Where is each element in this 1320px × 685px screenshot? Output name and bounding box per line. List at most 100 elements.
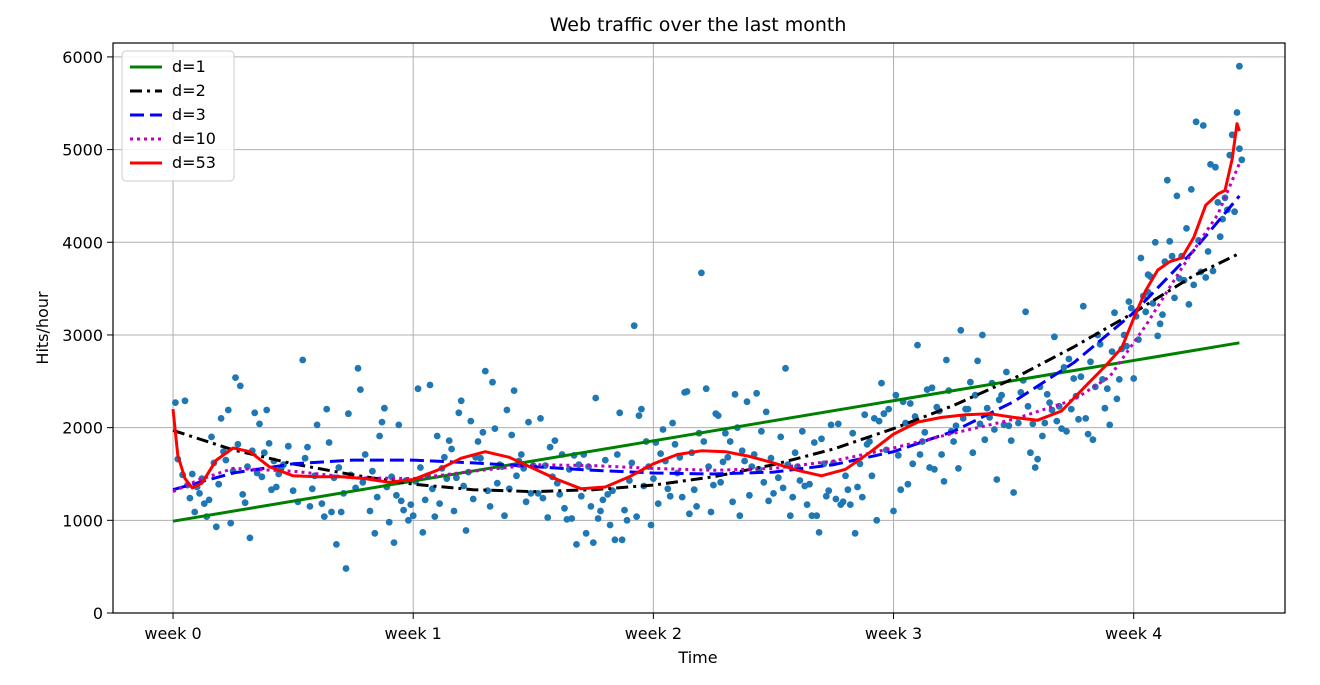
scatter-point bbox=[260, 449, 268, 457]
scatter-point bbox=[846, 501, 854, 508]
legend-entry-label: d=53 bbox=[172, 153, 216, 172]
scatter-point bbox=[1183, 225, 1190, 232]
series-line-d3 bbox=[172, 194, 1241, 492]
scatter-point bbox=[866, 438, 873, 445]
scatter-point bbox=[993, 476, 1001, 483]
scatter-point bbox=[902, 419, 909, 427]
series-line-d2 bbox=[172, 252, 1241, 494]
scatter-point bbox=[1103, 385, 1111, 393]
scatter-point bbox=[604, 491, 612, 498]
scatter-point bbox=[991, 426, 998, 433]
scatter-point bbox=[369, 467, 376, 475]
scatter-point bbox=[678, 493, 686, 501]
scatter-point bbox=[967, 378, 974, 386]
scatter-point bbox=[335, 464, 343, 471]
scatter-point bbox=[890, 507, 897, 515]
scatter-point bbox=[181, 397, 189, 405]
scatter-point bbox=[702, 385, 710, 393]
scatter-point bbox=[318, 500, 326, 507]
scatter-point bbox=[1087, 358, 1094, 366]
scatter-point bbox=[246, 534, 254, 542]
y-axis-label: Hits/hour bbox=[33, 291, 52, 365]
scatter-point bbox=[786, 512, 794, 520]
scatter-point bbox=[582, 529, 590, 537]
scatter-point bbox=[690, 486, 698, 494]
scatter-point bbox=[719, 458, 727, 466]
chart-title: Web traffic over the last month bbox=[550, 14, 847, 36]
scatter-point bbox=[525, 418, 532, 426]
scatter-point bbox=[551, 437, 559, 444]
scatter-point bbox=[710, 481, 717, 489]
scatter-point bbox=[664, 485, 672, 493]
scatter-point bbox=[854, 483, 861, 491]
scatter-point bbox=[796, 477, 804, 484]
x-tick-label: week 3 bbox=[865, 624, 922, 643]
scatter-point bbox=[1166, 237, 1174, 245]
scatter-point bbox=[858, 493, 866, 501]
scatter-point bbox=[239, 491, 247, 498]
scatter-point bbox=[981, 436, 989, 444]
scatter-point bbox=[323, 405, 331, 413]
scatter-point bbox=[467, 417, 475, 425]
scatter-point bbox=[1041, 419, 1049, 427]
scatter-point bbox=[1082, 415, 1090, 422]
scatter-point bbox=[818, 435, 825, 443]
scatter-point bbox=[501, 512, 508, 520]
scatter-point bbox=[1173, 192, 1181, 200]
x-tick-label: week 4 bbox=[1105, 624, 1162, 643]
legend-box bbox=[121, 50, 235, 182]
scatter-point bbox=[669, 419, 676, 427]
scatter-point bbox=[1216, 233, 1224, 241]
scatter-point bbox=[726, 438, 734, 445]
scatter-point bbox=[952, 422, 960, 430]
scatter-point bbox=[666, 492, 674, 500]
scatter-point bbox=[306, 503, 314, 510]
scatter-point bbox=[205, 496, 213, 504]
scatter-point bbox=[683, 388, 691, 395]
scatter-point bbox=[253, 469, 261, 477]
scatter-point bbox=[493, 479, 501, 487]
scatter-point bbox=[513, 472, 520, 480]
scatter-point bbox=[263, 406, 271, 414]
scatter-point bbox=[1154, 332, 1162, 340]
scatter-point bbox=[1010, 489, 1017, 496]
scatter-point bbox=[357, 386, 364, 393]
scatter-point bbox=[736, 512, 744, 520]
scatter-point bbox=[289, 487, 297, 495]
scatter-point bbox=[834, 420, 842, 428]
scatter-point bbox=[510, 387, 518, 394]
scatter-point bbox=[1130, 375, 1138, 382]
scatter-point bbox=[686, 510, 693, 518]
scatter-point bbox=[333, 541, 340, 548]
scatter-point bbox=[188, 470, 196, 478]
scatter-point bbox=[405, 516, 412, 524]
scatter-point bbox=[938, 451, 945, 458]
scatter-point bbox=[304, 443, 311, 451]
scatter-point bbox=[200, 500, 208, 507]
scatter-point bbox=[320, 513, 328, 520]
scatter-point bbox=[729, 498, 736, 506]
scatter-point bbox=[873, 516, 881, 524]
scatter-point bbox=[1089, 436, 1097, 444]
scatter-point bbox=[395, 421, 403, 429]
y-tick-label: 2000 bbox=[62, 419, 103, 438]
scatter-point bbox=[366, 507, 374, 515]
y-tick-label: 3000 bbox=[62, 326, 103, 345]
scatter-point bbox=[815, 529, 823, 536]
x-axis-label: Time bbox=[677, 648, 717, 667]
scatter-point bbox=[722, 429, 729, 437]
scatter-point bbox=[906, 400, 914, 407]
scatter-point bbox=[1111, 309, 1118, 317]
scatter-point bbox=[433, 432, 441, 440]
scatter-point bbox=[400, 506, 407, 514]
scatter-point bbox=[1053, 417, 1061, 425]
scatter-point bbox=[878, 379, 885, 387]
scatter-point bbox=[1101, 404, 1109, 412]
scatter-point bbox=[698, 269, 705, 277]
scatter-point bbox=[657, 450, 664, 457]
scatter-point bbox=[1185, 301, 1193, 308]
scatter-point bbox=[880, 410, 888, 418]
scatter-point bbox=[628, 459, 636, 467]
scatter-point bbox=[361, 451, 369, 458]
legend-entry-label: d=1 bbox=[172, 57, 206, 76]
